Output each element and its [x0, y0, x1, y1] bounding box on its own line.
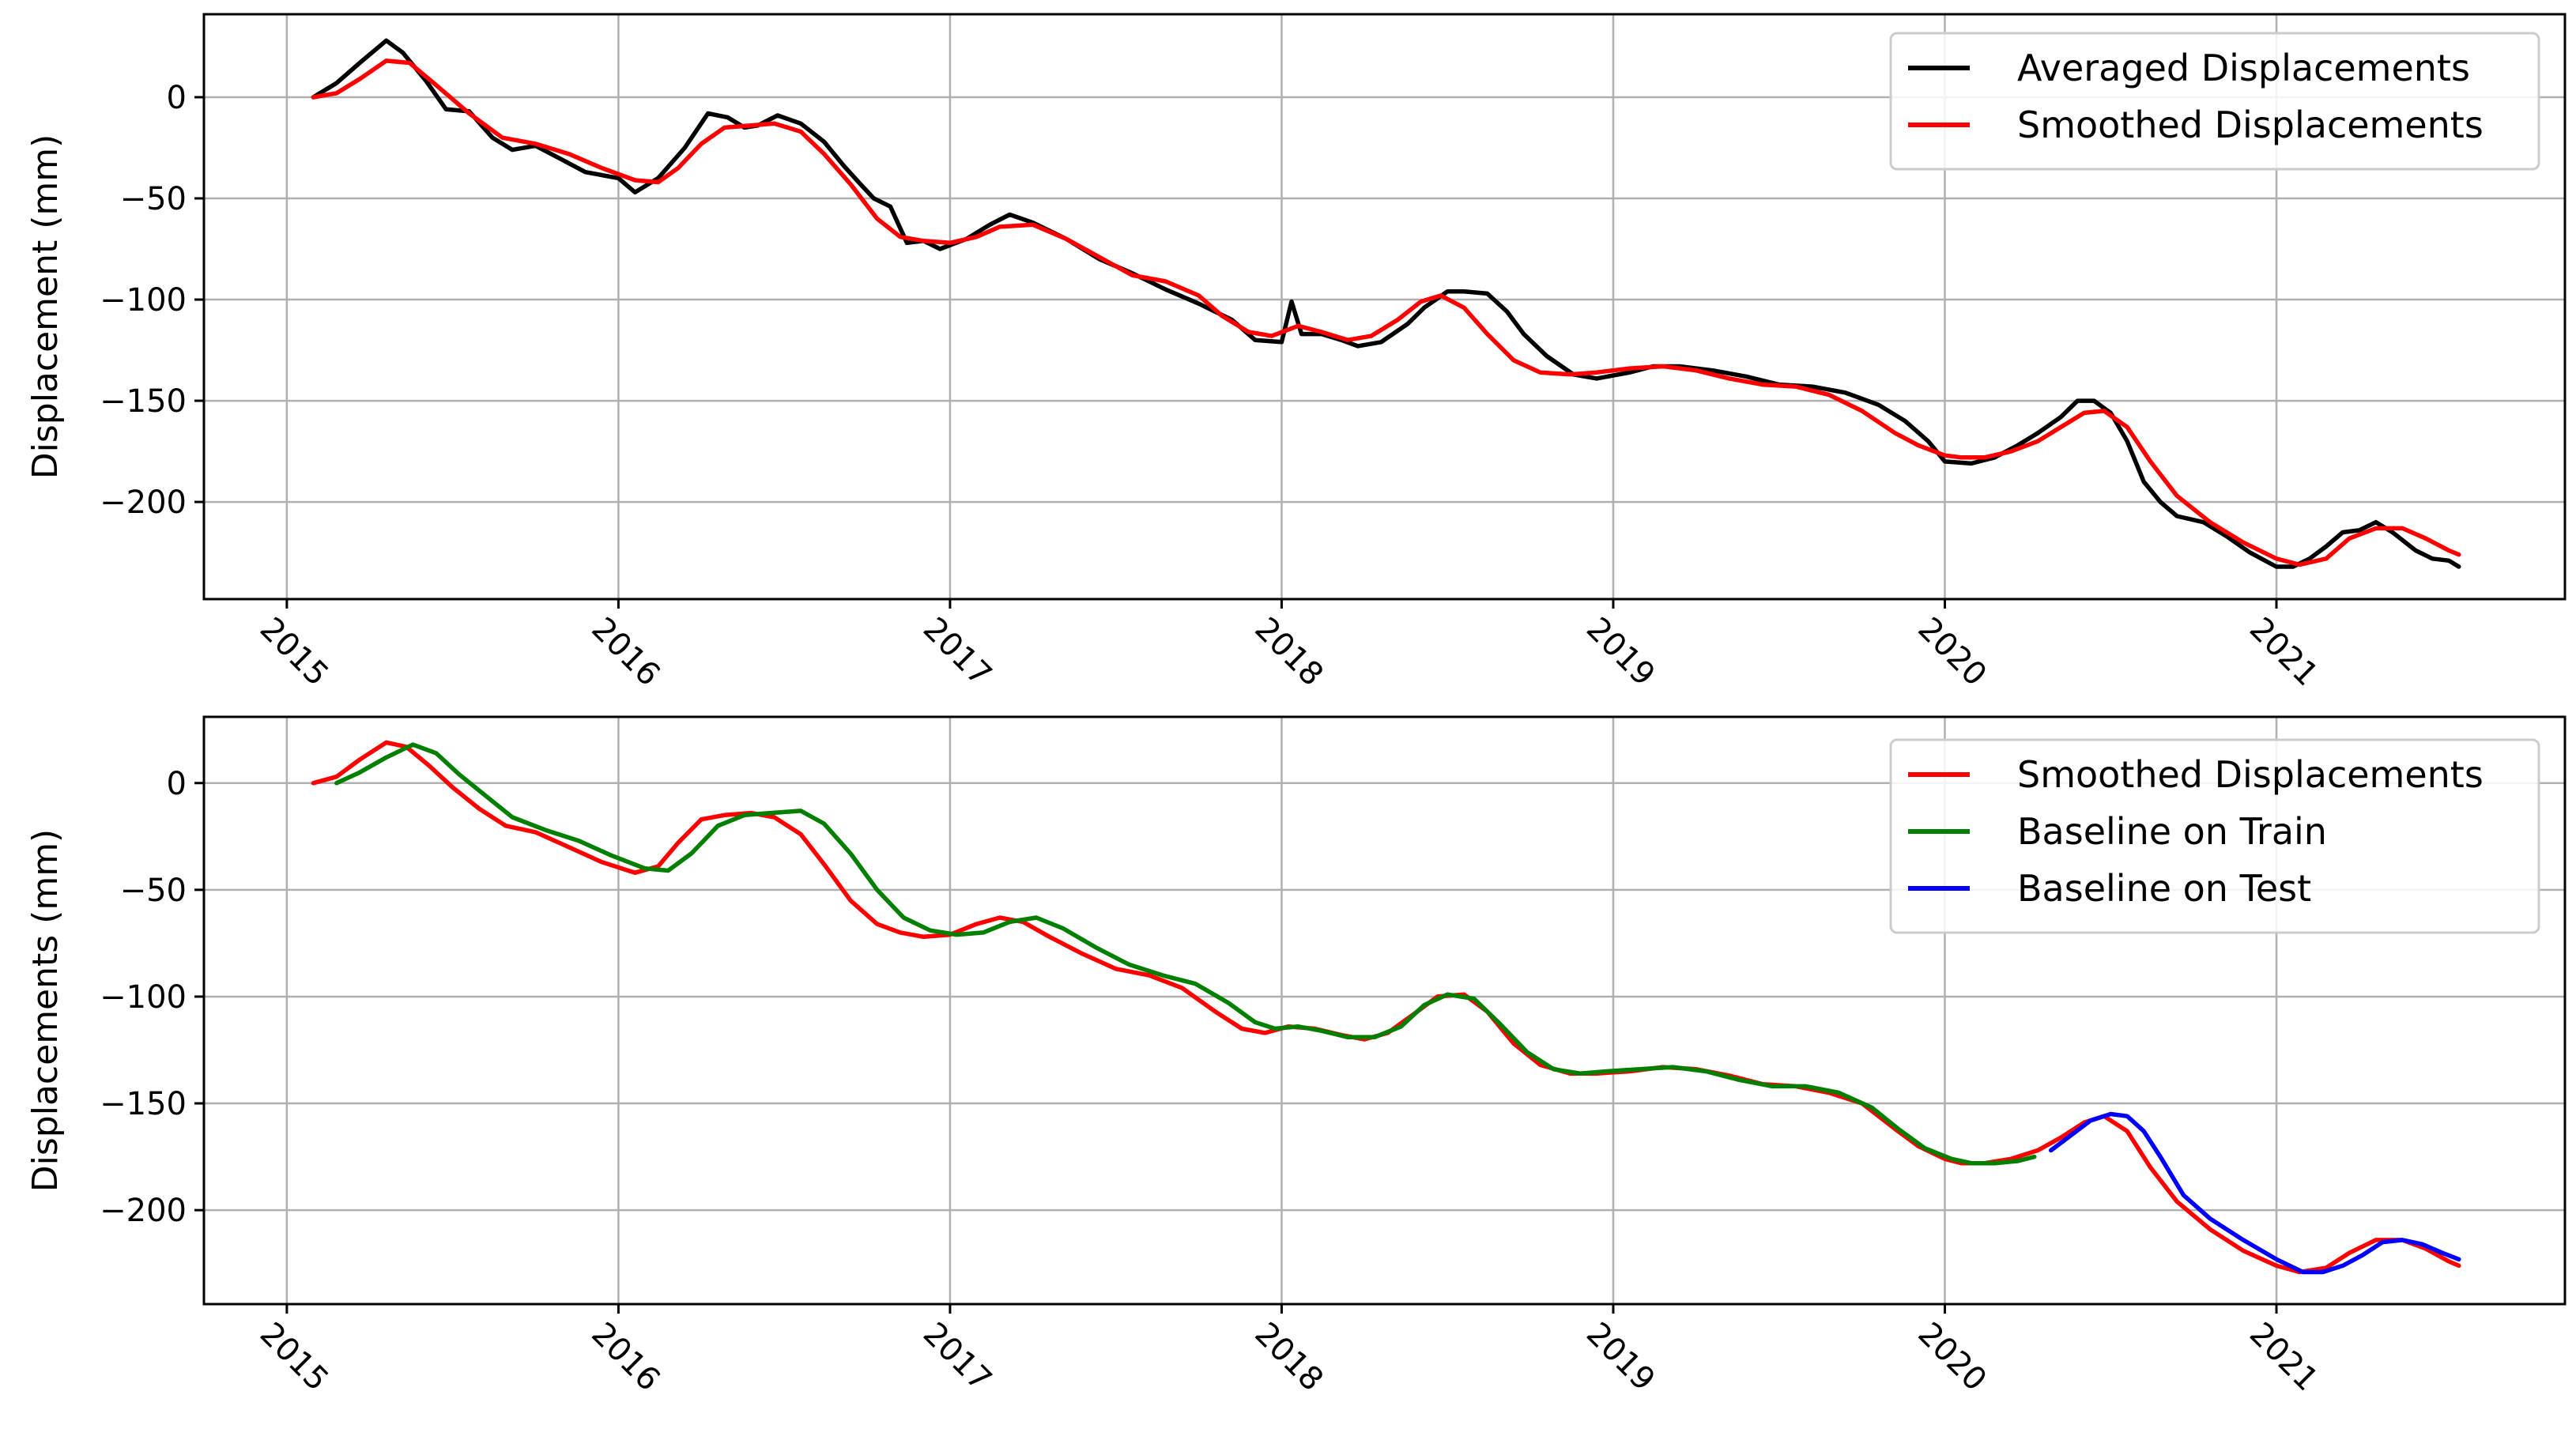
x-tick-label: 2015	[253, 1316, 336, 1399]
x-tick-label: 2019	[1579, 1316, 1662, 1399]
legend-box	[1889, 32, 2540, 171]
x-tick-label: 2016	[584, 611, 667, 694]
legend-label: Smoothed Displacements	[2017, 104, 2484, 146]
legend-label: Smoothed Displacements	[2017, 753, 2484, 796]
x-tick-label: 2015	[253, 611, 336, 694]
x-tick-label: 2021	[2242, 611, 2325, 694]
legend: Smoothed Displacements Baseline on Train B…	[1889, 738, 2540, 934]
x-tick-label: 2019	[1579, 611, 1662, 694]
legend-box	[1889, 738, 2540, 934]
y-tick-label: −200	[100, 1193, 187, 1229]
series-line	[311, 38, 2461, 569]
series-line	[311, 58, 2461, 567]
bottom-chart-panel: 2015 2016 2017 2018 2019 2020 2021 0 −50 −100 −150…	[25, 715, 2567, 1399]
legend-label: Averaged Displacements	[2017, 47, 2470, 89]
y-axis-title: Displacement (mm)	[25, 134, 66, 480]
plot-frame	[202, 715, 2567, 1306]
y-tick-label: −150	[100, 383, 187, 420]
legend-label: Baseline on Train	[2017, 810, 2327, 853]
y-tick-label: 0	[167, 766, 187, 802]
y-tick-label: 0	[167, 80, 187, 116]
legend-label: Baseline on Test	[2017, 867, 2311, 910]
x-tick-label: 2017	[916, 1316, 999, 1399]
series-line	[334, 742, 2037, 1166]
y-tick-label: −200	[100, 484, 187, 521]
x-tick-label: 2018	[1247, 1316, 1330, 1399]
y-tick-label: −100	[100, 979, 187, 1016]
x-tick-label: 2020	[1910, 611, 1993, 694]
y-tick-label: −50	[120, 873, 187, 909]
y-tick-label: −50	[120, 181, 187, 217]
x-tick-label: 2016	[584, 1316, 667, 1399]
series-line	[2048, 1111, 2461, 1275]
legend: Averaged Displacements Smoothed Displacem…	[1889, 32, 2540, 171]
y-tick-label: −150	[100, 1086, 187, 1122]
x-tick-label: 2021	[2242, 1316, 2325, 1399]
y-tick-label: −100	[100, 282, 187, 319]
x-tick-label: 2020	[1910, 1316, 1993, 1399]
top-chart-panel: 2015 2016 2017 2018 2019 2020 2021 0 −50 −100 −150…	[25, 13, 2567, 694]
x-tick-label: 2018	[1247, 611, 1330, 694]
y-axis-title: Displacements (mm)	[25, 829, 66, 1192]
x-tick-label: 2017	[916, 611, 999, 694]
plot-frame	[202, 13, 2567, 601]
